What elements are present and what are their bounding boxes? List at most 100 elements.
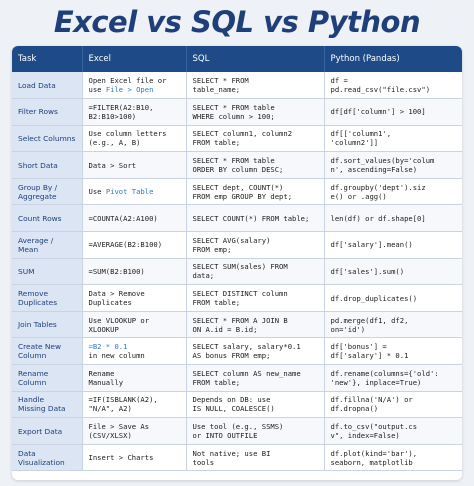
python-cell: df['salary'].mean() (324, 231, 462, 259)
excel-text: Use VLOOKUP or XLOOKUP (88, 315, 150, 334)
task-cell: Rename Column (12, 364, 83, 392)
excel-text: =FILTER(A2:B10, B2:B10>100) (88, 102, 154, 121)
table-row: Count Rows =COUNTA(A2:A100) SELECT COUNT(*… (12, 204, 462, 233)
sql-cell: SELECT * FROM A JOIN B ON A.id = B.id; (186, 311, 325, 339)
sql-cell: SELECT * FROM table WHERE column > 100; (186, 98, 325, 126)
table-row: Select Columns Use column letters (e.g., … (12, 125, 462, 153)
excel-cell: Rename Manually (82, 364, 187, 392)
table-row: SUM =SUM(B2:B100) SELECT SUM(sales) FROM d… (12, 258, 462, 286)
excel-text: Insert > Charts (88, 453, 154, 463)
excel-cell: Use Pivot Table (82, 178, 187, 206)
excel-text: =SUM(B2:B100) (88, 266, 145, 276)
excel-text: Use column letters (e.g., A, B) (88, 129, 167, 148)
task-cell: Export Data (12, 417, 83, 445)
python-cell: df[df['column'] > 100] (324, 98, 462, 126)
python-cell: df.groupby('dept').siz e() or .agg() (324, 178, 462, 206)
header-sql: SQL (186, 46, 325, 72)
table-row: Group By / Aggregate Use Pivot Table SELEC… (12, 178, 462, 206)
excel-cell: File > Save As (CSV/XLSX) (82, 417, 187, 445)
table-row: Export Data File > Save As (CSV/XLSX) Use … (12, 417, 462, 445)
header-excel: Excel (82, 46, 187, 72)
excel-text: Open Excel file or use (88, 76, 167, 95)
table-row: Rename Column Rename Manually SELECT colum… (12, 364, 462, 392)
excel-highlight: Pivot Table (105, 187, 154, 197)
excel-cell: Open Excel file or use File > Open (82, 72, 187, 100)
excel-cell: Use VLOOKUP or XLOOKUP (82, 311, 187, 339)
excel-cell: =COUNTA(A2:A100) (82, 204, 187, 233)
sql-cell: Use tool (e.g., SSMS) or INTO OUTFILE (186, 417, 325, 445)
excel-cell: Data > Remove Duplicates (82, 284, 187, 312)
header-task: Task (12, 46, 83, 72)
excel-text: Data > Remove Duplicates (88, 289, 145, 308)
page-title: Excel vs SQL vs Python (53, 5, 421, 39)
excel-text: Rename Manually (88, 368, 124, 387)
sql-cell: SELECT DISTINCT column FROM table; (186, 284, 325, 312)
comparison-table-card: Task Excel SQL Python (Pandas) Load Data… (12, 46, 462, 480)
excel-cell: Use column letters (e.g., A, B) (82, 125, 187, 153)
task-cell: Count Rows (12, 204, 83, 233)
sql-cell: SELECT column AS new_name FROM table; (186, 364, 325, 392)
python-cell: df = pd.read_csv("file.csv") (324, 72, 462, 100)
table-body: Load Data Open Excel file or use File > O… (12, 72, 462, 472)
excel-cell: =IF(ISBLANK(A2), "N/A", A2) (82, 391, 187, 419)
sql-cell: SELECT dept, COUNT(*) FROM emp GROUP BY … (186, 178, 325, 206)
excel-cell: =B2 * 0.1 in new column (82, 337, 187, 366)
task-cell: Select Columns (12, 125, 83, 153)
python-cell: pd.merge(df1, df2, on='id') (324, 311, 462, 339)
comparison-table: Task Excel SQL Python (Pandas) Load Data… (12, 46, 462, 472)
task-cell: Data Visualization (12, 444, 83, 472)
sql-cell: SELECT SUM(sales) FROM data; (186, 258, 325, 286)
task-cell: Handle Missing Data (12, 391, 83, 419)
python-cell: df.rename(columns={'old': 'new'}, inplac… (324, 364, 462, 392)
python-cell: df.fillna('N/A') or df.dropna() (324, 391, 462, 419)
python-cell: df.to_csv("output.cs v", index=False) (324, 417, 462, 445)
excel-cell: =AVERAGE(B2:B100) (82, 231, 187, 259)
task-cell: Join Tables (12, 311, 83, 339)
task-cell: Filter Rows (12, 98, 83, 126)
excel-text: Data > Sort (88, 160, 137, 170)
excel-cell: Insert > Charts (82, 444, 187, 472)
sql-cell: SELECT AVG(salary) FROM emp; (186, 231, 325, 259)
sql-cell: SELECT * FROM table ORDER BY column DESC… (186, 151, 325, 179)
table-row: Join Tables Use VLOOKUP or XLOOKUP SELECT … (12, 311, 462, 339)
excel-text: =AVERAGE(B2:B100) (88, 240, 163, 250)
excel-text: =IF(ISBLANK(A2), "N/A", A2) (88, 395, 158, 414)
python-cell: df.drop_duplicates() (324, 284, 462, 312)
python-cell: df[['column1', 'column2']] (324, 125, 462, 153)
sql-cell: SELECT salary, salary*0.1 AS bonus FROM … (186, 337, 325, 366)
task-cell: SUM (12, 258, 83, 286)
table-row: Create New Column =B2 * 0.1 in new column… (12, 337, 462, 366)
excel-highlight: =B2 * 0.1 (88, 342, 128, 352)
sql-cell: Depends on DB: use IS NULL, COALESCE() (186, 391, 325, 419)
excel-text: in new column (88, 351, 145, 361)
sql-cell: SELECT * FROM table_name; (186, 72, 325, 100)
excel-cell: =FILTER(A2:B10, B2:B10>100) (82, 98, 187, 126)
sql-cell: Not native; use BI tools (186, 444, 325, 472)
excel-cell: Data > Sort (82, 151, 187, 179)
python-cell: df['bonus'] = df['salary'] * 0.1 (324, 337, 462, 366)
table-row: Data Visualization Insert > Charts Not nat… (12, 444, 462, 472)
python-cell: df.sort_values(by='colum n', ascending=F… (324, 151, 462, 179)
excel-cell: =SUM(B2:B100) (82, 258, 187, 286)
table-row: Average / Mean =AVERAGE(B2:B100) SELECT AV… (12, 231, 462, 259)
task-cell: Group By / Aggregate (12, 178, 83, 206)
table-row: Filter Rows =FILTER(A2:B10, B2:B10>100) SE… (12, 98, 462, 126)
table-header-row: Task Excel SQL Python (Pandas) (12, 46, 462, 72)
table-row: Short Data Data > Sort SELECT * FROM table… (12, 151, 462, 179)
sql-cell: SELECT column1, column2 FROM table; (186, 125, 325, 153)
sql-cell: SELECT COUNT(*) FROM table; (186, 204, 325, 233)
excel-highlight: File > Open (105, 85, 154, 95)
task-cell: Average / Mean (12, 231, 83, 259)
task-cell: Remove Duplicates (12, 284, 83, 312)
python-cell: df['sales'].sum() (324, 258, 462, 286)
table-row: Handle Missing Data =IF(ISBLANK(A2), "N/A… (12, 391, 462, 419)
table-row: Load Data Open Excel file or use File > O… (12, 72, 462, 100)
task-cell: Short Data (12, 151, 83, 179)
header-python: Python (Pandas) (324, 46, 462, 72)
python-cell: df.plot(kind='bar'), seaborn, matplotlib (324, 444, 462, 472)
table-row: Remove Duplicates Data > Remove Duplicate… (12, 284, 462, 312)
task-cell: Create New Column (12, 337, 83, 366)
excel-text: Use (88, 187, 106, 197)
task-cell: Load Data (12, 72, 83, 100)
excel-text: =COUNTA(A2:A100) (88, 213, 158, 223)
